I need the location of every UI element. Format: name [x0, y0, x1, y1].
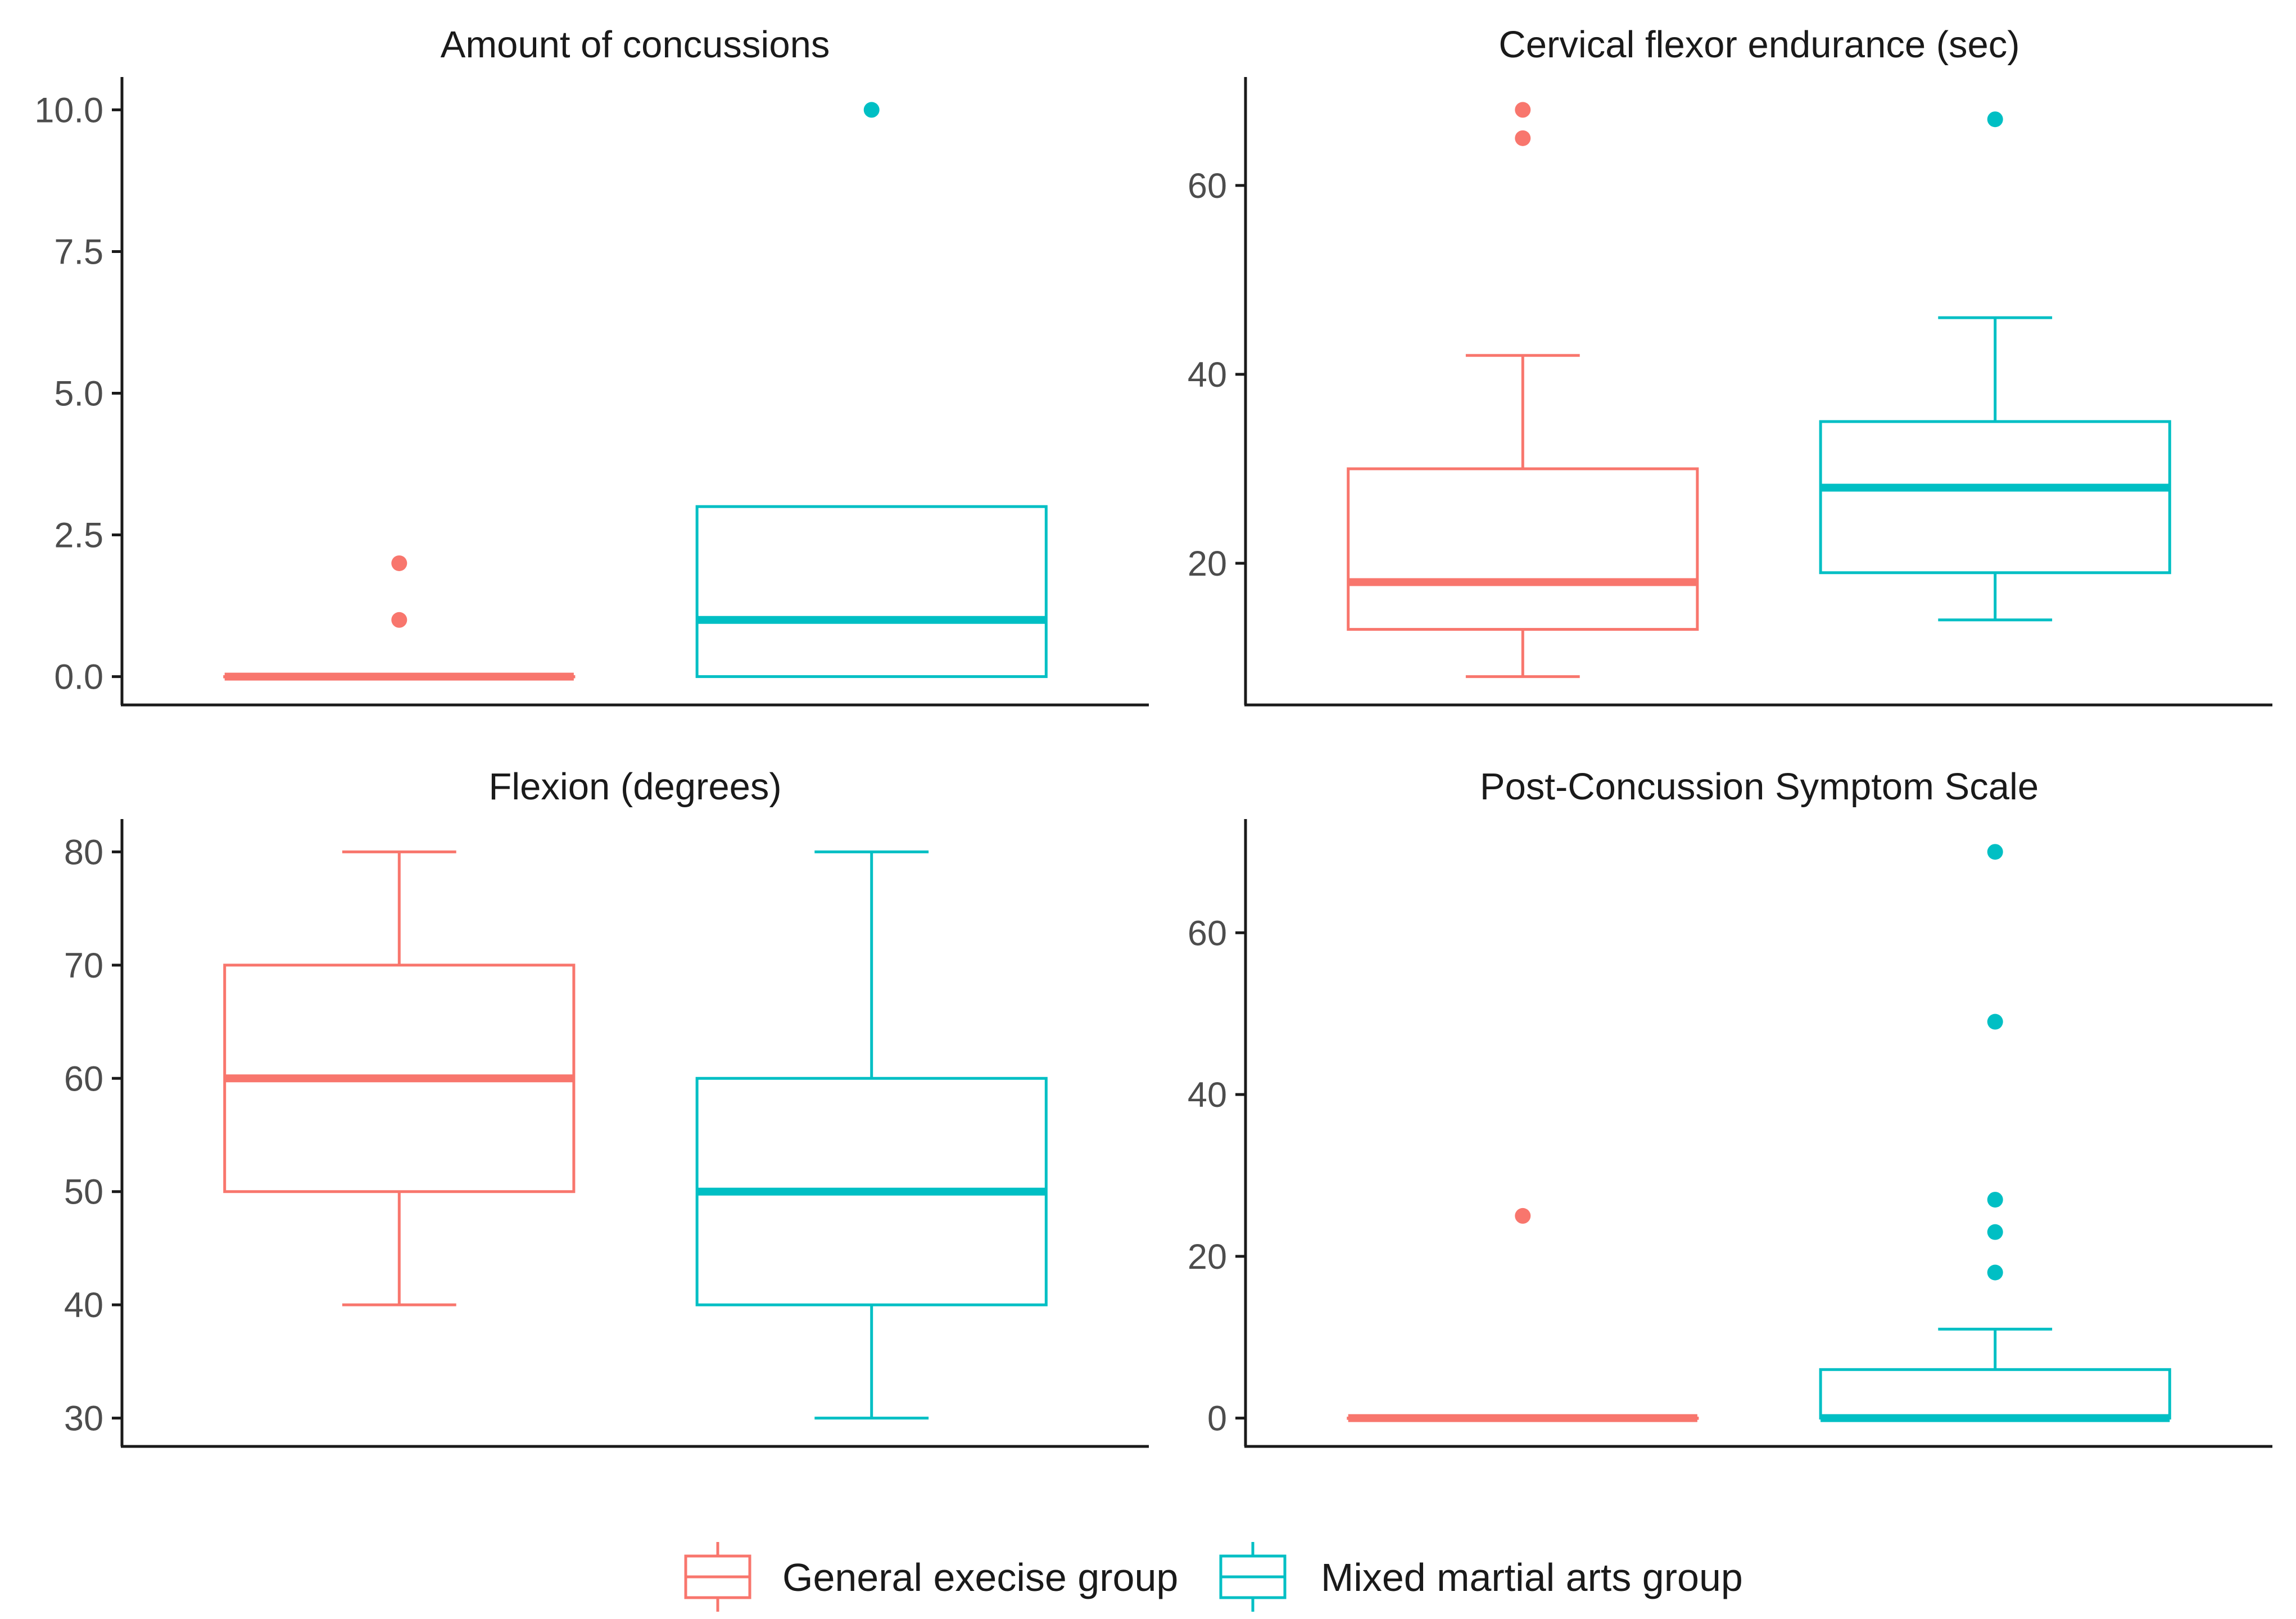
box-mixed-martial-arts-group [1819, 844, 2171, 1422]
legend: General execise group Mixed martial arts … [684, 1542, 1743, 1612]
panel-title: Cervical flexor endurance (sec) [1498, 24, 2019, 66]
y-tick-label: 20 [1188, 544, 1227, 584]
box-general-execise-group [1347, 102, 1699, 679]
box-iqr [1819, 1368, 2171, 1420]
y-tick-label: 30 [64, 1399, 103, 1439]
y-tick-label: 40 [1188, 1075, 1227, 1115]
y-tick-label: 2.5 [54, 516, 103, 555]
outlier-point [391, 612, 407, 628]
y-tick-label: 0 [1207, 1399, 1227, 1439]
box-general-execise-group [1347, 1208, 1699, 1422]
y-tick-label: 60 [64, 1059, 103, 1098]
box-mixed-martial-arts-group [1819, 111, 2171, 622]
y-tick-label: 40 [1188, 355, 1227, 395]
legend-item-mixed-martial-arts-group: Mixed martial arts group [1219, 1542, 1743, 1612]
panel-title: Post-Concussion Symptom Scale [1480, 766, 2039, 808]
y-tick-label: 40 [64, 1286, 103, 1325]
box-iqr [695, 505, 1048, 679]
outlier-point [1515, 1208, 1531, 1224]
outlier-point [1515, 130, 1531, 146]
legend-key-boxplot-icon [684, 1542, 751, 1612]
y-tick-label: 80 [64, 833, 103, 872]
panel-cervical-flexor-endurance-sec: Cervical flexor endurance (sec) 20 40 60 [1188, 24, 2272, 707]
panel-title: Flexion (degrees) [488, 766, 781, 808]
box-general-execise-group [223, 850, 576, 1306]
y-tick-label: 60 [1188, 166, 1227, 206]
y-tick-label: 5.0 [54, 374, 103, 414]
outlier-point [1987, 1014, 2003, 1030]
outlier-point [863, 102, 880, 118]
y-tick-label: 70 [64, 946, 103, 985]
y-tick-label: 60 [1188, 913, 1227, 953]
y-tick-label: 0.0 [54, 658, 103, 697]
panel-amount-of-concussions: Amount of concussions 0.0 2.5 5.0 7.5 10.0 [34, 24, 1149, 707]
box-mixed-martial-arts-group [695, 850, 1048, 1420]
y-tick-label: 50 [64, 1173, 103, 1212]
legend-label: General execise group [782, 1555, 1178, 1599]
panel-post-concussion-symptom-scale: Post-Concussion Symptom Scale 0 20 40 60 [1188, 766, 2272, 1448]
outlier-point [1987, 111, 2003, 128]
outlier-point [1515, 102, 1531, 118]
outlier-point [1987, 1224, 2003, 1240]
outlier-point [1987, 1264, 2003, 1281]
panel-title: Amount of concussions [441, 24, 830, 66]
panels: Amount of concussions 0.0 2.5 5.0 7.5 10.0 Cer… [34, 24, 2272, 1448]
box-general-execise-group [223, 555, 576, 681]
y-tick-label: 7.5 [54, 232, 103, 272]
legend-label: Mixed martial arts group [1321, 1555, 1743, 1599]
box-mixed-martial-arts-group [695, 102, 1048, 679]
outlier-point [391, 555, 407, 571]
y-tick-label: 10.0 [34, 91, 103, 130]
legend-item-general-execise-group: General execise group [684, 1542, 1178, 1612]
box-iqr [1347, 467, 1699, 631]
legend-key-boxplot-icon [1219, 1542, 1287, 1612]
panel-flexion-degrees: Flexion (degrees) 30 40 50 60 70 80 [64, 766, 1149, 1448]
y-tick-label: 20 [1188, 1237, 1227, 1277]
outlier-point [1987, 844, 2003, 860]
outlier-point [1987, 1192, 2003, 1208]
box-iqr [1819, 420, 2171, 575]
